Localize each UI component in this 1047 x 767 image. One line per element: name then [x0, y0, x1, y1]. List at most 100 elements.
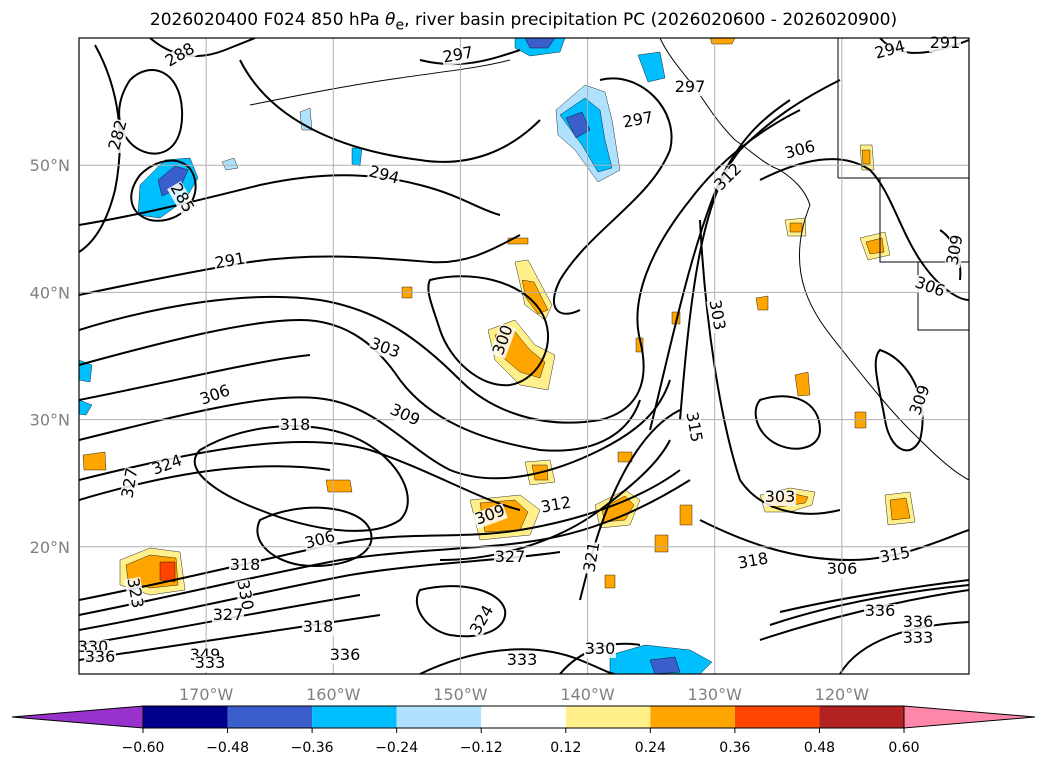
- contour-label-bg-28: [877, 545, 913, 567]
- contour-294: [79, 174, 501, 226]
- contour-label-bg-1: [106, 118, 130, 154]
- coastline-aleutians: [249, 59, 511, 106]
- contour-label-bg-47: [944, 233, 966, 269]
- colorbar-tick-label-9: 0.60: [888, 740, 919, 756]
- contour-label-bg-22: [764, 490, 796, 506]
- lon-label-3: 140°W: [560, 685, 615, 704]
- colorbar-tick-label-7: 0.36: [719, 740, 750, 756]
- colorbar-segment-4: [481, 706, 566, 728]
- contour-label-bg-13: [197, 383, 233, 409]
- contour-label-bg-3: [366, 164, 402, 188]
- colorbar-tick-label-5: 0.12: [550, 740, 581, 756]
- contour-label-bg-24: [826, 562, 858, 578]
- shade-neg-220: [221, 157, 239, 171]
- contour-label-24: 306: [827, 559, 858, 578]
- contour-300-loop: [427, 275, 550, 387]
- contour-label-44: 291: [930, 33, 961, 52]
- contour-label-bg-5: [440, 45, 476, 67]
- contour-zone-1: [79, 469, 681, 601]
- contour-label-bg-35: [506, 653, 538, 669]
- colorbar-segment-2: [312, 706, 397, 728]
- coastline: [249, 38, 969, 481]
- contour-label-27: 318: [230, 555, 261, 574]
- colorbar-segment-8: [819, 706, 904, 728]
- contour-label-bg-30: [234, 578, 256, 614]
- colorbar: −0.60 −0.48 −0.36 −0.24 −0.12 0.12 0.24 0.36 0.4…: [11, 705, 1036, 756]
- contour-label-35: 333: [507, 650, 538, 669]
- contour-label-bg-8: [782, 139, 818, 163]
- contour-label-bg-32: [302, 620, 334, 636]
- contour-label-22: 303: [765, 487, 796, 506]
- border-state-2: [879, 178, 969, 263]
- contour-label-bg-20: [683, 410, 705, 446]
- contour-333: [419, 648, 616, 674]
- contour-label-33: 336: [330, 645, 361, 664]
- contour-label-bg-4: [212, 251, 248, 273]
- lon-label-5: 120°W: [815, 685, 870, 704]
- contour-306-a: [79, 318, 641, 452]
- shade-pos-small2: [755, 295, 769, 311]
- contour-303-big: [79, 109, 801, 424]
- contour-label-bg-7: [674, 80, 706, 96]
- lat-label-2: 30°N: [30, 411, 70, 430]
- lat-label-1: 40°N: [30, 283, 70, 302]
- contour-label-bg-46: [912, 275, 948, 301]
- contour-label-25: 327: [495, 547, 526, 566]
- contour-297-b: [553, 77, 673, 315]
- contour-306-b: [79, 354, 311, 401]
- lon-label-4: 130°W: [688, 685, 743, 704]
- shade-neg-nw-core: [157, 165, 189, 197]
- contour-label-bg-16: [149, 453, 185, 479]
- shade-pos-se-mid: [889, 497, 911, 521]
- contour-label-bg-14: [387, 401, 423, 431]
- shade-pos-small1: [794, 371, 811, 397]
- contour-se-3: [779, 579, 969, 613]
- contour-label-bg-9: [711, 161, 745, 195]
- coastline-alaska: [659, 38, 811, 206]
- contour-label-bg-11: [367, 336, 403, 362]
- theta-symbol: θ: [385, 10, 396, 30]
- map-frame: [78, 37, 970, 675]
- contour-label-bg-34: [467, 603, 497, 639]
- shade-pos-small5: [82, 451, 107, 471]
- colorbar-tick-label-6: 0.24: [635, 740, 666, 756]
- contour-label-bg-12: [490, 323, 516, 359]
- colorbar-segment-6: [650, 706, 735, 728]
- contour-label-bg-6: [620, 110, 656, 132]
- contour-327-a: [439, 439, 671, 561]
- contour-label-bg-17: [119, 466, 141, 502]
- contour-label-bg-33: [329, 648, 361, 664]
- colorbar-tick-label-2: −0.36: [291, 740, 334, 756]
- contour-zone-5: [79, 614, 381, 661]
- lat-label-0: 50°N: [30, 156, 70, 175]
- contour-312-b: [679, 79, 841, 421]
- shade-pos-small10: [617, 451, 633, 463]
- contour-label-bg-29: [124, 576, 146, 612]
- title-suffix: , river basin precipitation PC (20260206…: [404, 10, 898, 30]
- shade-pos-ne2-mid: [861, 149, 871, 165]
- shade-pos-small3: [679, 504, 693, 526]
- longitude-labels: 170°W 160°W 150°W 140°W 130°W 120°W: [179, 685, 869, 704]
- contour-288-left: [79, 44, 121, 253]
- contour-zone-3: [79, 551, 561, 631]
- colorbar-segment-0: [143, 706, 228, 728]
- title-prefix: 2026020400 F024 850 hPa: [149, 10, 386, 30]
- shade-neg-bottom-dark: [649, 656, 681, 674]
- shade-pos-small14: [604, 574, 616, 589]
- contour-label-40: 333: [195, 653, 226, 672]
- contour-label-36: 330: [585, 639, 616, 658]
- colorbar-frame: [142, 705, 905, 729]
- contour-se-1: [759, 589, 969, 641]
- contour-se-2: [769, 584, 969, 626]
- contour-315: [649, 99, 791, 431]
- contour-label-bg-10: [706, 298, 728, 334]
- contour-zone-2: [79, 479, 691, 616]
- map-title: 2026020400 F024 850 hPa θe, river basin …: [0, 10, 1047, 33]
- contour-label-31: 327: [213, 605, 244, 624]
- shade-neg-small2: [351, 147, 363, 167]
- lon-label-0: 170°W: [179, 685, 234, 704]
- colorbar-segment-3: [396, 706, 482, 728]
- contour-label-bg-15: [279, 418, 311, 434]
- contour-297-c: [419, 49, 521, 66]
